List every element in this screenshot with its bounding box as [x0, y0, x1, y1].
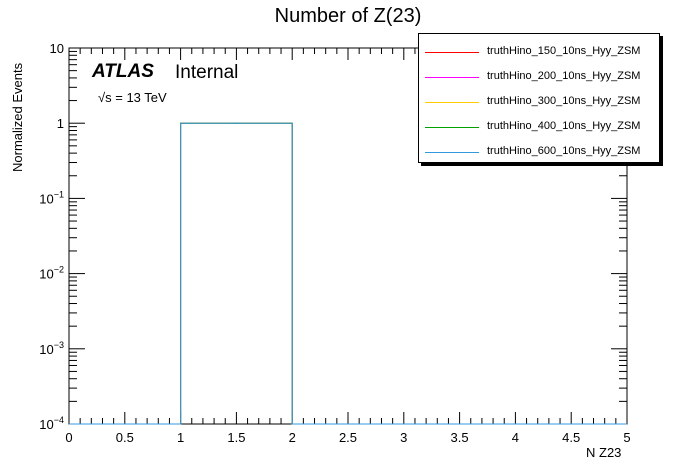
- legend-label: truthHino_300_10ns_Hyy_ZSM: [487, 95, 641, 107]
- chart-title: Number of Z(23): [274, 5, 422, 27]
- y-tick-label: 10−2: [39, 265, 64, 282]
- histogram-series: [69, 122, 627, 425]
- legend-entry: truthHino_150_10ns_Hyy_ZSM: [425, 42, 661, 62]
- y-axis-label: Normalized Events: [10, 62, 25, 172]
- y-tick-label: 10: [50, 41, 64, 56]
- atlas-label: ATLAS: [92, 61, 154, 82]
- legend: truthHino_150_10ns_Hyy_ZSM truthHino_200_…: [418, 33, 660, 163]
- legend-entry: truthHino_300_10ns_Hyy_ZSM: [425, 92, 661, 112]
- legend-label: truthHino_400_10ns_Hyy_ZSM: [487, 120, 641, 132]
- y-tick-label: 10−1: [39, 189, 64, 206]
- legend-line-swatch: [425, 127, 479, 128]
- legend-line-swatch: [425, 52, 479, 53]
- x-tick-label: 0.5: [116, 430, 134, 445]
- legend-line-swatch: [425, 77, 479, 78]
- legend-label: truthHino_200_10ns_Hyy_ZSM: [487, 70, 641, 82]
- histogram-series: [69, 122, 627, 425]
- x-tick-label: 2: [289, 430, 296, 445]
- x-tick-label: 0: [65, 430, 72, 445]
- energy-label: √s = 13 TeV: [98, 90, 167, 105]
- histogram-series: [69, 122, 627, 425]
- legend-entry: truthHino_200_10ns_Hyy_ZSM: [425, 67, 661, 87]
- x-tick-label: 3.5: [451, 430, 469, 445]
- legend-label: truthHino_150_10ns_Hyy_ZSM: [487, 45, 641, 57]
- histogram-series: [69, 122, 627, 425]
- x-axis-label: N Z23: [586, 445, 622, 460]
- legend-line-swatch: [425, 102, 479, 103]
- x-tick-label: 3: [400, 430, 407, 445]
- legend-line-swatch: [425, 152, 479, 153]
- y-tick-label: 1: [57, 116, 64, 131]
- legend-entry: truthHino_600_10ns_Hyy_ZSM: [425, 142, 661, 162]
- y-tick-label: 10−4: [39, 415, 64, 432]
- x-tick-label: 1: [177, 430, 184, 445]
- x-tick-label: 5: [623, 430, 630, 445]
- x-tick-label: 1.5: [227, 430, 245, 445]
- x-tick-label: 2.5: [339, 430, 357, 445]
- y-tick-label: 10−3: [39, 340, 64, 357]
- legend-label: truthHino_600_10ns_Hyy_ZSM: [487, 145, 641, 157]
- internal-label: Internal: [175, 62, 239, 83]
- histogram-series: [69, 122, 627, 425]
- x-tick-label: 4: [512, 430, 519, 445]
- x-tick-label: 4.5: [562, 430, 580, 445]
- legend-entry: truthHino_400_10ns_Hyy_ZSM: [425, 117, 661, 137]
